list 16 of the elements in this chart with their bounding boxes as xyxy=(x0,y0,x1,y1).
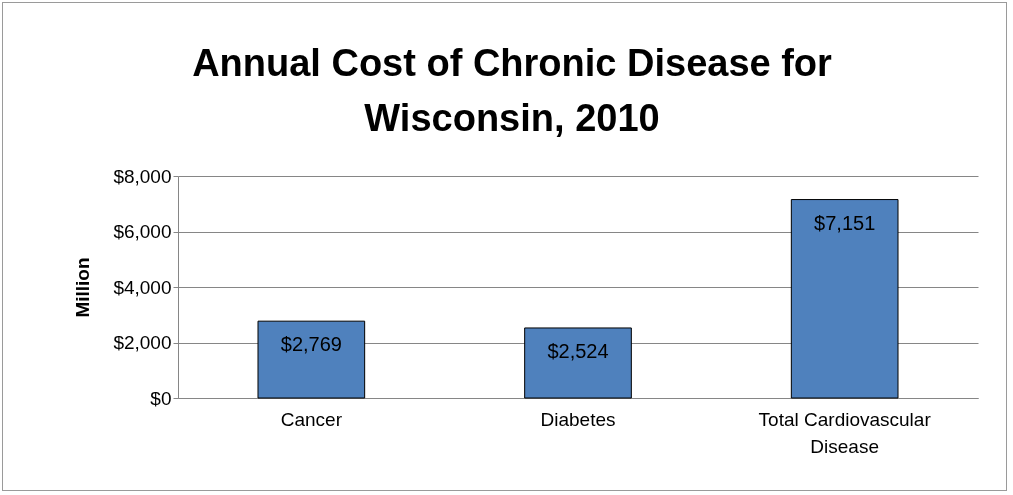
data-label: $2,769 xyxy=(280,333,342,356)
y-tick-label: $0 xyxy=(150,387,172,409)
y-tick-label: $4,000 xyxy=(113,276,172,298)
x-tick-label: Cancer xyxy=(280,408,343,430)
chart-title: Annual Cost of Chronic Disease for Wisconsin, 2010 xyxy=(192,42,833,139)
x-tick-label: Diabetes xyxy=(540,408,616,430)
data-label: $7,151 xyxy=(814,211,876,234)
y-tick-label: $8,000 xyxy=(113,165,172,187)
data-label: $2,524 xyxy=(547,339,609,362)
y-tick-label: $2,000 xyxy=(113,332,172,353)
bar xyxy=(790,199,899,399)
bar xyxy=(257,320,366,399)
bar xyxy=(524,327,632,399)
x-tick-label: Total Cardiovascular Disease xyxy=(758,408,932,457)
y-tick-label: $6,000 xyxy=(113,221,172,242)
y-axis-title: Million xyxy=(72,257,94,318)
